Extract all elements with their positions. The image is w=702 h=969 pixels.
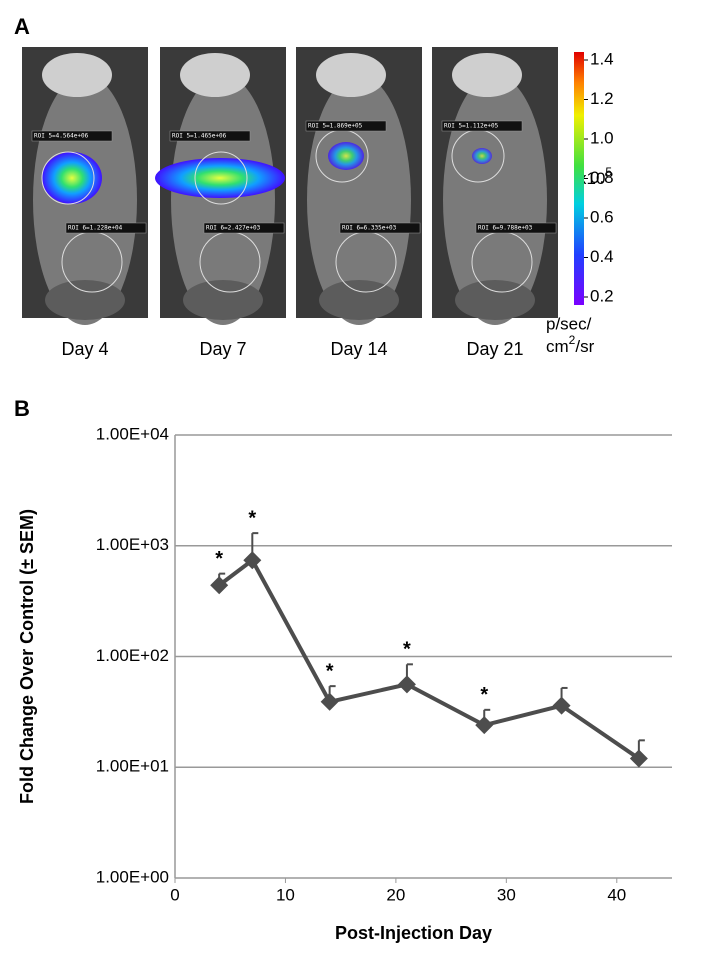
multiplier: x10 <box>578 169 605 188</box>
y-tick-label: 1.00E+00 <box>96 867 169 886</box>
signal <box>328 142 364 170</box>
units: /sr <box>575 337 594 356</box>
significance-marker: * <box>248 507 256 529</box>
significance-marker: * <box>403 639 411 661</box>
roi-box <box>65 222 147 234</box>
image-caption: Day 7 <box>199 339 246 359</box>
significance-marker: * <box>326 660 334 682</box>
roi-box <box>305 120 387 132</box>
colorbar <box>574 52 584 305</box>
roi-box <box>203 222 285 234</box>
units-exponent: 2 <box>569 333 576 347</box>
x-tick-label: 20 <box>386 885 405 904</box>
roi-box <box>339 222 421 234</box>
mouse-tail-base <box>319 280 399 320</box>
marker <box>397 675 416 694</box>
colorbar-tick-label: 1.0 <box>590 128 614 147</box>
x-tick-label: 10 <box>276 885 295 904</box>
roi-label: ROI 5=1.112e+05 <box>444 123 499 130</box>
roi-label: ROI 5=4.564e+06 <box>34 133 89 140</box>
mouse-tail-base <box>45 280 125 320</box>
signal <box>42 152 102 204</box>
units: cm <box>546 337 569 356</box>
roi-label: ROI 6=2.427e+03 <box>206 225 261 232</box>
significance-marker: * <box>480 684 488 706</box>
marker <box>243 551 262 570</box>
colorbar-tick-label: 0.8 <box>590 168 614 187</box>
signal <box>472 148 492 164</box>
panel-label: A <box>14 14 30 39</box>
colorbar-tick-label: 0.4 <box>590 247 614 266</box>
mouse-tail-base <box>183 280 263 320</box>
significance-marker: * <box>215 548 223 570</box>
roi-box <box>169 130 251 142</box>
roi-label: ROI 5=1.869e+05 <box>308 123 363 130</box>
mouse-body <box>307 75 411 325</box>
roi-box <box>31 130 113 142</box>
image-caption: Day 14 <box>330 339 387 359</box>
y-axis-label: Fold Change Over Control (± SEM) <box>17 509 37 804</box>
y-tick-label: 1.00E+01 <box>96 757 169 776</box>
roi-circle <box>194 151 248 205</box>
colorbar-tick-label: 0.6 <box>590 207 614 226</box>
marker <box>552 696 571 715</box>
y-tick-label: 1.00E+03 <box>96 535 169 554</box>
marker <box>320 692 339 711</box>
marker <box>210 576 229 595</box>
image-caption: Day 4 <box>61 339 108 359</box>
colorbar-multiplier: x105 <box>578 165 612 188</box>
roi-circle <box>41 151 95 205</box>
roi-box <box>475 222 557 234</box>
marker <box>629 749 648 768</box>
marker <box>475 716 494 735</box>
mouse-tail-base <box>455 280 535 320</box>
roi-label: ROI 6=9.788e+03 <box>478 225 533 232</box>
roi-label: ROI 6=6.335e+03 <box>342 225 397 232</box>
colorbar-units: cm2/sr <box>546 333 595 356</box>
mouse-head <box>42 53 112 97</box>
y-tick-label: 1.00E+04 <box>96 424 169 443</box>
mouse-head <box>452 53 522 97</box>
colorbar-tick-label: 1.2 <box>590 89 614 108</box>
colorbar-units: p/sec/ <box>546 314 592 333</box>
mouse-head <box>316 53 386 97</box>
signal <box>155 158 285 198</box>
panel-label: B <box>14 396 30 421</box>
mouse-head <box>180 53 250 97</box>
roi-box <box>441 120 523 132</box>
roi-label: ROI 6=1.228e+04 <box>68 225 123 232</box>
roi-label: ROI 5=1.465e+06 <box>172 133 227 140</box>
mouse-body <box>443 75 547 325</box>
x-tick-label: 30 <box>497 885 516 904</box>
x-axis-label: Post-Injection Day <box>335 923 492 943</box>
y-tick-label: 1.00E+02 <box>96 646 169 665</box>
colorbar-tick-label: 1.4 <box>590 49 614 68</box>
image-caption: Day 21 <box>466 339 523 359</box>
colorbar-tick-label: 0.2 <box>590 286 614 305</box>
x-tick-label: 0 <box>170 885 179 904</box>
x-tick-label: 40 <box>607 885 626 904</box>
line <box>217 557 640 761</box>
exponent: 5 <box>605 165 612 179</box>
